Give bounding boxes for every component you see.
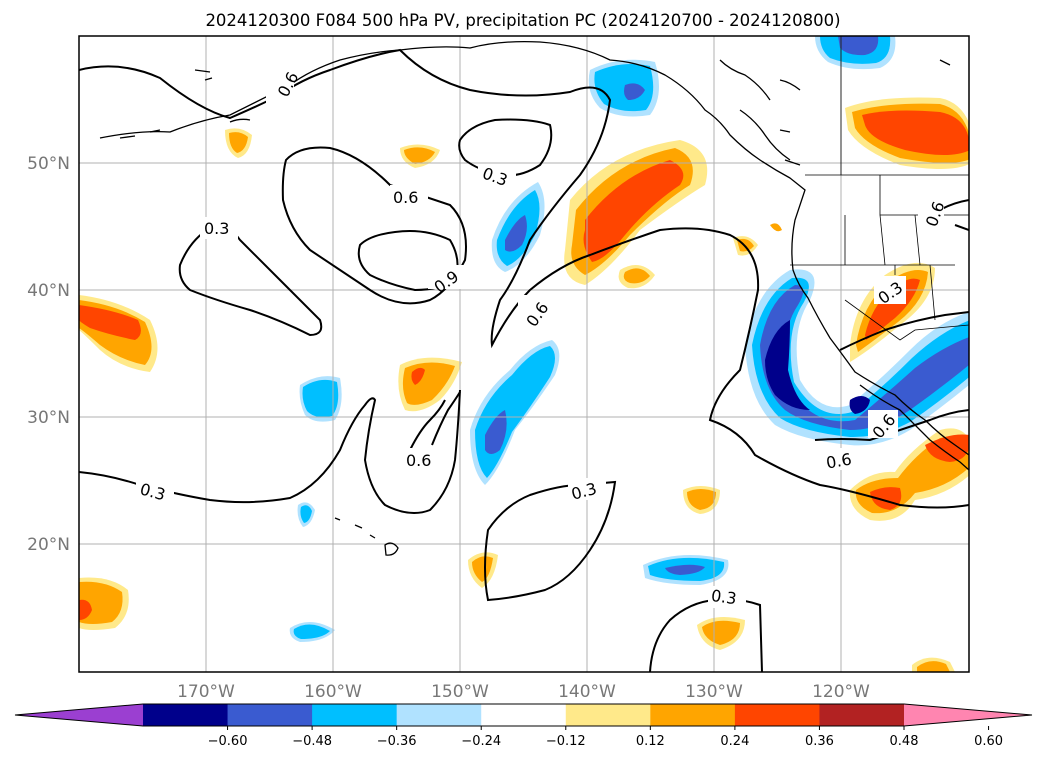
colorbar-segment [396,704,482,726]
colorbar-extend-high [904,704,1032,726]
longitude-labels: 170°W 160°W 150°W 140°W 130°W 120°W [177,682,870,702]
colorbar-tick-label: 0.12 [636,734,665,749]
colorbar-tick-label: 0.48 [890,734,919,749]
colorbar-tick-label: 0.36 [805,734,834,749]
graticule [79,36,969,672]
negative-precip-shading [289,36,969,642]
contour-label: 0.6 [406,451,431,470]
colorbar-segment [312,704,398,726]
map-frame [78,35,970,673]
colorbar-segment [734,704,820,726]
lat-label: 20°N [27,535,70,555]
colorbar-segment [227,704,313,726]
colorbar-segment [650,704,736,726]
colorbar-tick-label: −0.12 [546,734,586,749]
colorbar-segment [819,704,905,726]
lon-label: 130°W [685,682,743,702]
lon-label: 120°W [812,682,870,702]
map-area: 0.6 0.3 0.6 0.3 0.9 0.6 0.6 0.3 0.6 0.3 … [79,36,969,672]
pv-contours [79,48,969,672]
coastlines [99,40,969,556]
lon-label: 160°W [304,682,362,702]
lon-label: 170°W [177,682,235,702]
contour-label: 0.3 [710,586,738,608]
colorbar-segment [143,704,229,726]
contour-label: 0.6 [825,449,853,472]
colorbar-outline [14,703,1033,727]
contour-label: 0.3 [204,219,229,238]
lat-label: 50°N [27,154,70,174]
lat-label: 30°N [27,408,70,428]
political-borders [790,36,969,341]
colorbar-tick-label: 0.60 [974,734,1003,749]
colorbar-tick-label: −0.36 [377,734,417,749]
contour-label: 0.6 [393,188,418,207]
colorbar-segment [565,704,651,726]
colorbar-tick-label: −0.60 [208,734,248,749]
colorbar-extend-low [15,704,143,726]
map-title: 2024120300 F084 500 hPa PV, precipitatio… [205,11,840,30]
colorbar-tick-label: −0.24 [461,734,501,749]
colorbar: −0.60 −0.48 −0.36 −0.24 −0.12 0.12 0.24 0.36 0.4… [14,703,1033,749]
lat-label: 40°N [27,281,70,301]
lon-label: 140°W [558,682,616,702]
colorbar-tick-label: −0.48 [292,734,332,749]
lon-label: 150°W [431,682,489,702]
colorbar-segment [481,704,567,726]
latitude-labels: 50°N 40°N 30°N 20°N [27,154,70,555]
colorbar-tick-label: 0.24 [720,734,749,749]
